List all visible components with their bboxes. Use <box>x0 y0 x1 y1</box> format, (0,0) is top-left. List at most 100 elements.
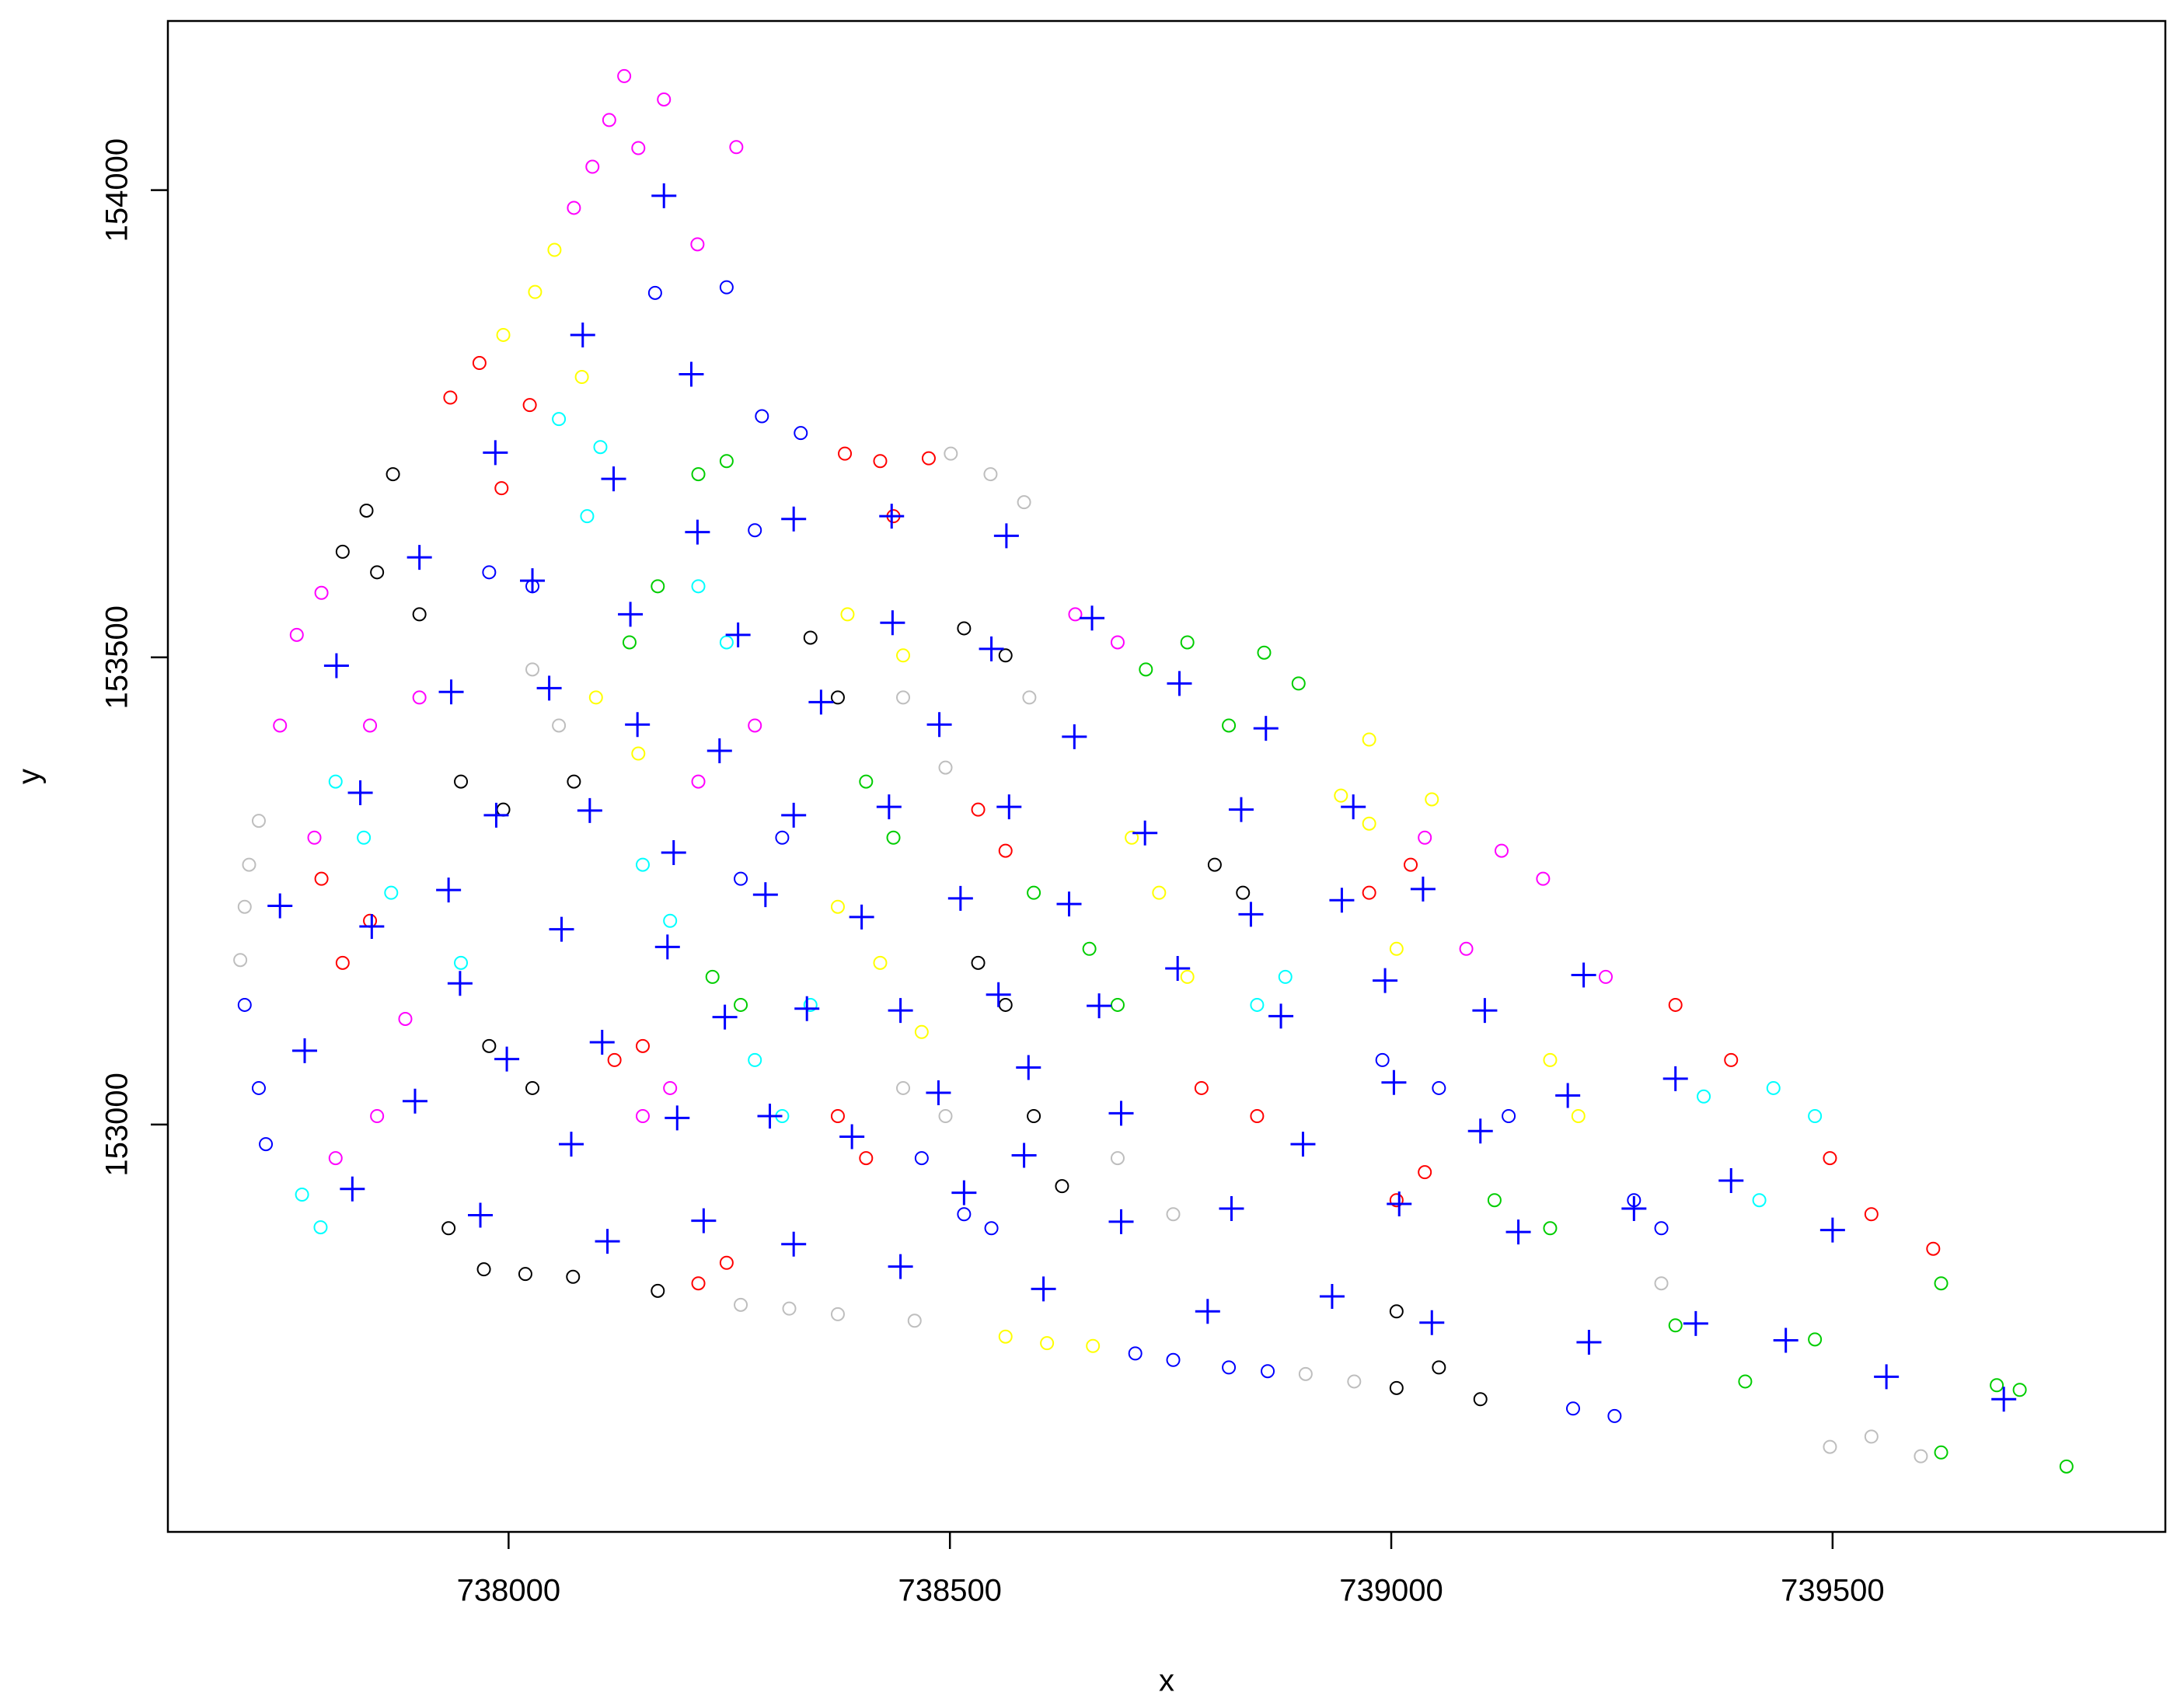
point <box>1362 816 1376 831</box>
point <box>1654 1276 1669 1291</box>
point <box>1808 1332 1823 1347</box>
point <box>1668 1318 1683 1333</box>
point <box>1432 1080 1446 1095</box>
point <box>1110 635 1125 650</box>
center-point <box>625 712 651 738</box>
center-point <box>691 1208 717 1233</box>
center-point <box>651 183 677 208</box>
point <box>1207 857 1222 872</box>
point <box>617 68 632 83</box>
point <box>357 830 372 845</box>
point <box>907 1314 922 1328</box>
point <box>1607 1408 1622 1423</box>
point <box>335 544 350 559</box>
point <box>412 607 427 622</box>
point <box>1180 969 1195 984</box>
center-point <box>558 1132 584 1157</box>
point <box>1432 1360 1446 1375</box>
center-point <box>1132 820 1158 846</box>
point <box>1055 1179 1069 1194</box>
x-axis-label: x <box>1159 1664 1174 1698</box>
center-point <box>679 361 704 387</box>
point <box>1487 1193 1502 1208</box>
point <box>840 607 855 622</box>
center-point <box>706 738 732 763</box>
point <box>1990 1378 2004 1393</box>
point <box>1166 1352 1181 1367</box>
point <box>914 1024 929 1039</box>
center-point <box>888 1254 913 1279</box>
point <box>328 1151 343 1166</box>
center-point <box>1718 1167 1744 1193</box>
point <box>1250 997 1265 1012</box>
center-point <box>996 794 1022 820</box>
point <box>635 1038 650 1053</box>
point <box>454 774 469 789</box>
point <box>896 1080 911 1095</box>
center-point <box>1167 671 1192 696</box>
point <box>441 1221 456 1236</box>
point <box>651 579 665 594</box>
point <box>1389 941 1404 956</box>
point <box>1864 1207 1879 1222</box>
point <box>1459 941 1474 956</box>
point <box>622 635 637 650</box>
point <box>525 1080 540 1095</box>
point <box>886 830 901 845</box>
point <box>1389 1193 1404 1208</box>
center-point <box>986 982 1011 1007</box>
point <box>782 1301 797 1316</box>
point <box>729 140 744 155</box>
center-point <box>1991 1387 2017 1412</box>
point <box>1082 941 1097 956</box>
point <box>896 648 911 663</box>
point <box>1027 1109 1041 1124</box>
point <box>838 446 853 461</box>
point <box>1236 885 1251 900</box>
point <box>635 1109 650 1124</box>
point <box>482 565 497 580</box>
point <box>607 1052 622 1067</box>
point <box>567 774 581 789</box>
center-point <box>595 1229 620 1254</box>
point <box>1194 1080 1209 1095</box>
point <box>1362 732 1376 747</box>
center-point <box>468 1202 494 1228</box>
center-point <box>839 1124 865 1150</box>
center-point <box>1621 1196 1647 1222</box>
point <box>1334 788 1348 803</box>
point <box>748 718 762 733</box>
point <box>631 141 646 155</box>
point <box>1110 997 1125 1012</box>
center-point <box>1062 724 1087 749</box>
point <box>921 451 936 466</box>
center-point <box>926 712 952 738</box>
point <box>593 440 608 455</box>
center-point <box>520 568 546 594</box>
point <box>794 426 808 441</box>
center-point <box>993 523 1019 549</box>
point <box>1166 1207 1181 1222</box>
point <box>971 955 986 970</box>
point <box>914 1151 929 1166</box>
point <box>830 1307 845 1321</box>
center-point <box>483 440 508 466</box>
center-point <box>880 610 905 636</box>
point <box>657 92 672 106</box>
point <box>1536 871 1551 886</box>
center-point <box>1016 1055 1041 1080</box>
point <box>1598 969 1613 984</box>
center-point <box>781 1231 807 1257</box>
point <box>1697 1089 1711 1104</box>
point <box>1027 885 1041 900</box>
point <box>363 913 378 928</box>
point <box>328 774 343 789</box>
center-point <box>1773 1327 1798 1353</box>
x-tick-label: 738000 <box>457 1574 560 1608</box>
y-tick-label: 154000 <box>100 138 134 242</box>
point <box>2012 1383 2027 1397</box>
center-point <box>1031 1276 1056 1302</box>
center-point <box>1219 1196 1244 1222</box>
point <box>1250 1109 1265 1124</box>
